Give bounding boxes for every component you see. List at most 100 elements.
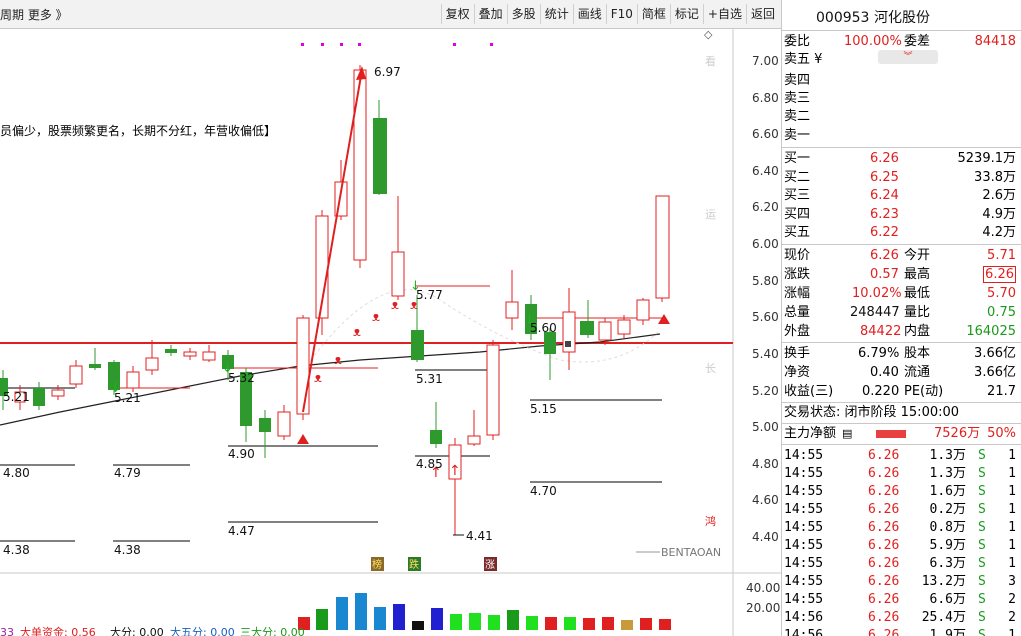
tick-row: 14:55 6.26 0.2万 S 1 bbox=[784, 502, 1016, 517]
price-tick: 5.00 bbox=[752, 420, 779, 434]
price-label: 5.31 bbox=[416, 372, 443, 386]
trend-arrow-line bbox=[302, 69, 363, 413]
simple-frame-button[interactable]: 简框 bbox=[636, 4, 670, 24]
badge: 涨 bbox=[485, 559, 495, 571]
candlestick-chart[interactable]: ◇ 7.00 6.80 6.60 6.40 6.20 6.00 5.80 5.6… bbox=[0, 28, 781, 636]
stock-name: 河化股份 bbox=[874, 10, 930, 26]
tick-row: 14:55 6.26 6.3万 S 1 bbox=[784, 556, 1016, 571]
svg-text:ᴥ: ᴥ bbox=[334, 353, 342, 368]
draw-line-button[interactable]: 画线 bbox=[572, 4, 606, 24]
list-icon: ▤ bbox=[842, 427, 853, 440]
candles bbox=[0, 65, 670, 535]
stat-row: 总量 248447 量比 0.75 bbox=[784, 305, 1016, 320]
webi-label: 委比 bbox=[784, 34, 811, 49]
candle bbox=[183, 348, 197, 360]
back-button[interactable]: 返回 bbox=[745, 4, 779, 24]
stat2-row: 换手 6.79% 股本 3.66亿 bbox=[784, 346, 1016, 361]
bottom-indicator: 33 大单资金: 0.56 大分: 0.00 大五分: 0.00 三大分: 0.… bbox=[0, 625, 305, 636]
price-tick: 4.80 bbox=[752, 457, 779, 471]
period-more-menu[interactable]: 周期 更多 》 bbox=[0, 8, 68, 22]
badge: 榜 bbox=[372, 558, 382, 571]
candle bbox=[296, 315, 310, 420]
price-label: 5.77 bbox=[416, 288, 443, 302]
price-label: 4.85 bbox=[416, 457, 443, 471]
stat-row: 现价 6.26 今开 5.71 bbox=[784, 248, 1016, 263]
tick-row: 14:55 6.26 1.3万 S 1 bbox=[784, 466, 1016, 481]
candle bbox=[525, 295, 537, 340]
price-label: 4.47 bbox=[228, 524, 255, 538]
tick-row: 14:55 6.26 1.3万 S 1 bbox=[784, 448, 1016, 463]
watermark: BENTAOAN bbox=[661, 546, 721, 559]
mainforce-row[interactable]: 主力净额 ▤ 7526万 50% bbox=[784, 426, 1016, 441]
price-tick: 5.20 bbox=[752, 384, 779, 398]
candle bbox=[373, 100, 387, 195]
multi-stock-button[interactable]: 多股 bbox=[506, 4, 540, 24]
candle bbox=[202, 345, 216, 362]
stat-row: 涨跌 0.57 最高 6.26 bbox=[784, 266, 1016, 283]
indicator-item: 大分: 0.00 bbox=[110, 625, 164, 636]
candle bbox=[353, 65, 367, 268]
price-label: 6.97 bbox=[374, 65, 401, 79]
trend-arrow-head bbox=[356, 66, 366, 80]
candle bbox=[145, 340, 159, 375]
price-label: 5.60 bbox=[530, 321, 557, 335]
candle bbox=[655, 195, 670, 302]
badge: 跌 bbox=[409, 558, 419, 571]
volume-tick: 20.00 bbox=[746, 601, 780, 615]
side-char: 长 bbox=[705, 362, 716, 375]
price-label: 4.79 bbox=[114, 466, 141, 480]
price-tick: 4.40 bbox=[752, 530, 779, 544]
butterfly-markers: ᴥᴥᴥ ᴥᴥ ᴥ bbox=[314, 298, 418, 386]
svg-text:ᴥ: ᴥ bbox=[314, 371, 322, 386]
sell-row: 卖四 bbox=[784, 73, 811, 88]
stock-code: 000953 bbox=[816, 10, 870, 26]
buy-row: 买五 6.22 4.2万 bbox=[784, 225, 1016, 240]
stock-header: 000953 河化股份 bbox=[782, 8, 1020, 28]
fuquan-button[interactable]: 复权 bbox=[440, 4, 474, 24]
candle bbox=[259, 410, 271, 458]
statistics-button[interactable]: 统计 bbox=[539, 4, 573, 24]
price-tick: 4.60 bbox=[752, 493, 779, 507]
sell-row: 卖五 ¥ bbox=[784, 52, 823, 67]
tick-row: 14:55 6.26 13.2万 S 3 bbox=[784, 574, 1016, 589]
svg-text:ᴥ: ᴥ bbox=[372, 310, 380, 325]
price-label: 5.21 bbox=[114, 391, 141, 405]
add-watchlist-button[interactable]: +自选 bbox=[702, 4, 746, 24]
price-tick: 6.60 bbox=[752, 127, 779, 141]
candle bbox=[89, 348, 101, 370]
event-badges[interactable]: 榜 跌 涨 bbox=[371, 557, 497, 571]
candle bbox=[69, 360, 83, 388]
price-tick: 6.40 bbox=[752, 164, 779, 178]
tick-row: 14:55 6.26 5.9万 S 1 bbox=[784, 538, 1016, 553]
price-tick: 5.80 bbox=[752, 274, 779, 288]
candle bbox=[636, 298, 650, 325]
candle bbox=[108, 360, 120, 395]
diamond-icon[interactable]: ◇ bbox=[704, 28, 713, 41]
stat2-row: 净资 0.40 流通 3.66亿 bbox=[784, 365, 1016, 380]
candle bbox=[562, 288, 576, 370]
candle bbox=[486, 340, 500, 440]
buy-row: 买三 6.24 2.6万 bbox=[784, 188, 1016, 203]
tick-row: 14:56 6.26 25.4万 S 2 bbox=[784, 610, 1016, 625]
sell-row: 卖三 bbox=[784, 91, 811, 106]
mark-button[interactable]: 标记 bbox=[669, 4, 703, 24]
f10-button[interactable]: F10 bbox=[605, 4, 637, 24]
chevron-down-icon: ︾ bbox=[903, 52, 913, 62]
candle bbox=[222, 350, 234, 380]
candle bbox=[467, 410, 481, 446]
collapse-toggle[interactable]: ︾ bbox=[878, 50, 938, 64]
overlay-button[interactable]: 叠加 bbox=[473, 4, 507, 24]
webi-row: 委比 100.00% 委差 84418 bbox=[782, 33, 1020, 51]
price-label: 4.38 bbox=[3, 543, 30, 557]
svg-text:ᴥ: ᴥ bbox=[410, 298, 418, 313]
candle bbox=[598, 318, 612, 345]
side-char: 鸿 bbox=[705, 514, 716, 528]
arc-guide bbox=[299, 289, 661, 376]
price-label: 5.21 bbox=[3, 390, 30, 404]
candle bbox=[448, 438, 462, 535]
sell-row: 卖二 bbox=[784, 109, 811, 124]
candle bbox=[505, 270, 519, 330]
chart-toolbar: 周期 更多 》 复权 叠加 多股 统计 画线 F10 简框 标记 +自选 返回 bbox=[0, 0, 781, 29]
side-characters: 看 运 长 鸿 bbox=[705, 54, 716, 528]
signal-arrows: ↑ ↑ ↓ ↓ ↓ ↓ bbox=[110, 279, 670, 481]
